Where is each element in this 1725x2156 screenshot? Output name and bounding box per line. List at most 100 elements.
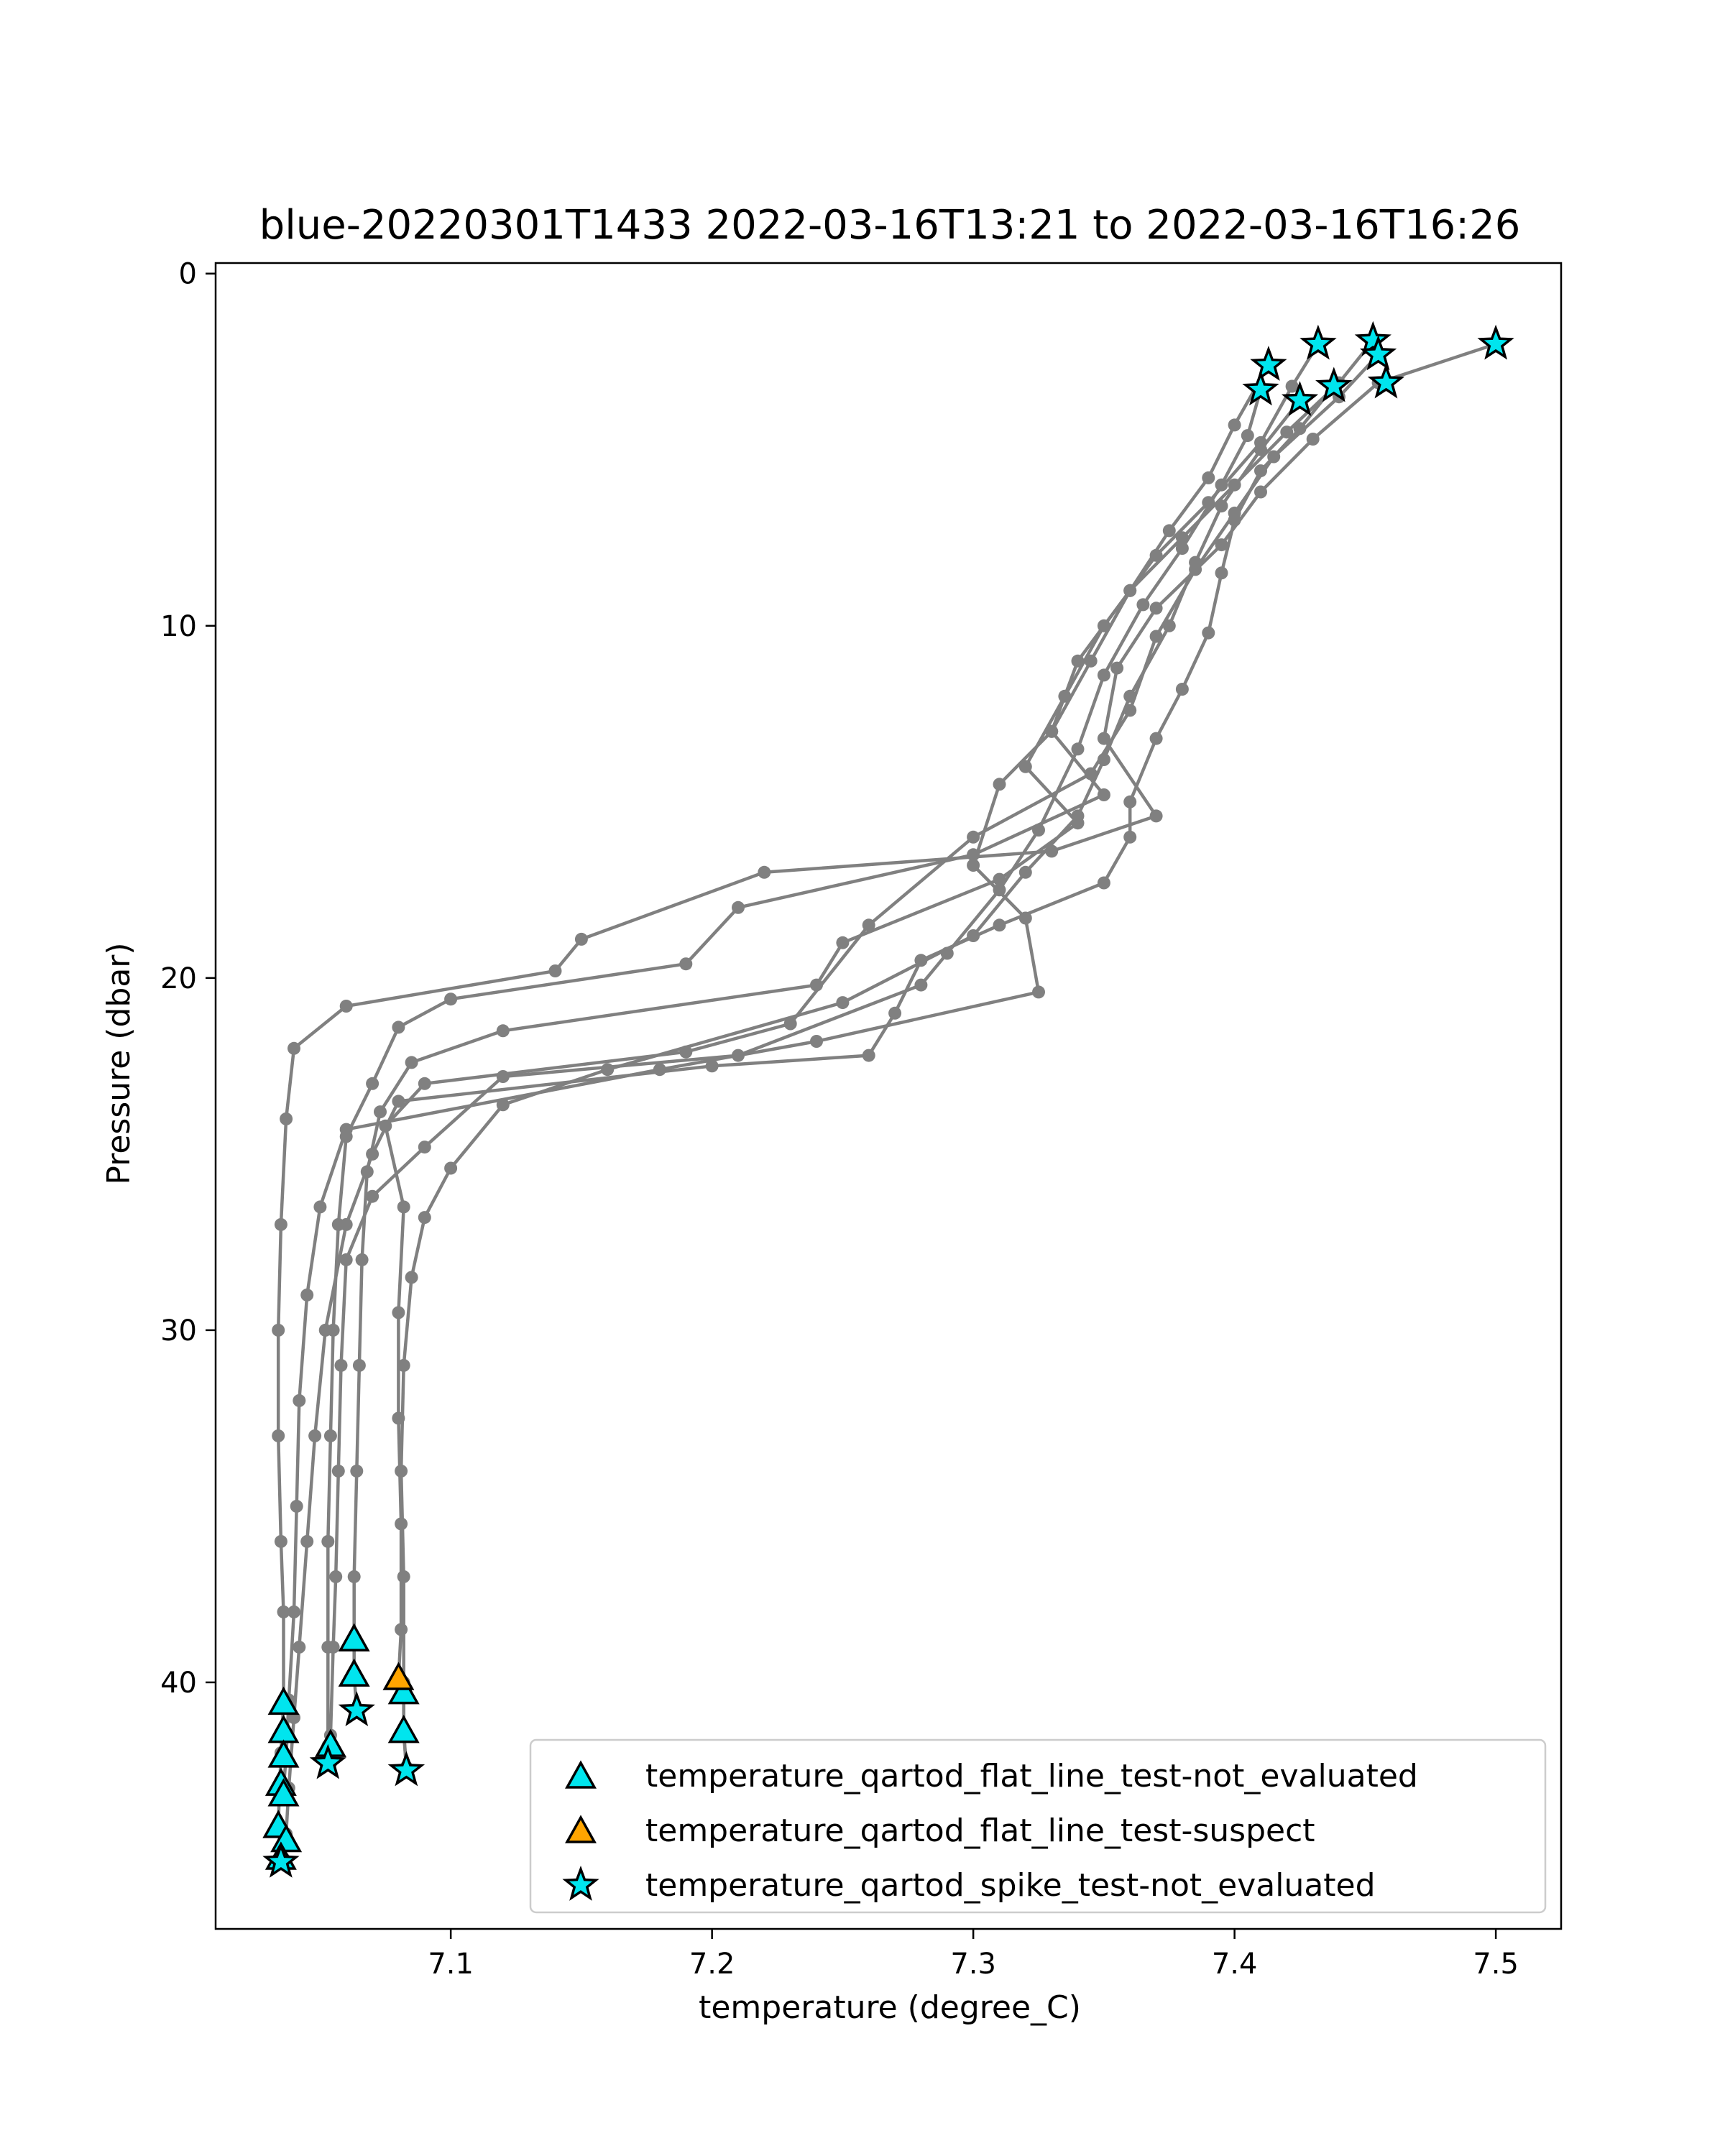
profile-point bbox=[347, 1570, 361, 1583]
profile-point bbox=[379, 1119, 392, 1133]
profile-point bbox=[1071, 742, 1085, 756]
profile-point bbox=[1280, 425, 1294, 439]
y-tick-label: 0 bbox=[179, 258, 197, 291]
legend-triangle-icon bbox=[565, 1815, 597, 1843]
x-tick-label: 7.4 bbox=[1212, 1948, 1258, 1981]
profile-point bbox=[326, 1640, 340, 1654]
legend-entry-label: temperature_qartod_flat_line_test-not_ev… bbox=[645, 1758, 1418, 1795]
flat-line-not-evaluated-marker bbox=[338, 1658, 370, 1687]
profile-point bbox=[392, 1021, 405, 1034]
profile-point bbox=[1032, 985, 1045, 999]
spike-test-star-marker bbox=[1281, 381, 1319, 416]
profile-point bbox=[331, 1464, 345, 1478]
spike-test-star-marker bbox=[338, 1691, 375, 1727]
profile-point bbox=[1097, 788, 1110, 801]
profile-point bbox=[993, 883, 1006, 897]
profile-point bbox=[1228, 418, 1241, 432]
profile-point bbox=[496, 1024, 510, 1038]
profile-point bbox=[1097, 668, 1110, 682]
profile-point bbox=[993, 918, 1006, 932]
profile-point bbox=[1215, 566, 1228, 580]
profile-point bbox=[732, 900, 745, 914]
profile-point bbox=[1018, 865, 1032, 879]
profile-point bbox=[1123, 830, 1137, 844]
profile-point bbox=[1097, 876, 1110, 890]
profile-point bbox=[1228, 478, 1241, 492]
flat-line-not-evaluated-marker bbox=[387, 1714, 420, 1743]
x-tick-label: 7.5 bbox=[1473, 1948, 1519, 1981]
profile-point bbox=[574, 932, 588, 946]
y-tick-label: 40 bbox=[160, 1667, 197, 1700]
profile-point bbox=[405, 1056, 418, 1069]
x-tick-label: 7.1 bbox=[428, 1948, 474, 1981]
spike-test-star-marker bbox=[1359, 335, 1397, 371]
profile-point bbox=[366, 1189, 380, 1203]
plot-content bbox=[262, 321, 1514, 1878]
profile-point bbox=[1254, 443, 1267, 456]
profile-point bbox=[548, 964, 562, 977]
profile-point bbox=[1018, 760, 1032, 773]
plot-frame bbox=[214, 262, 1563, 1930]
spike-test-star-marker bbox=[1367, 363, 1405, 399]
profile-point bbox=[967, 859, 980, 872]
profile-point bbox=[274, 1534, 288, 1548]
profile-point bbox=[350, 1464, 364, 1478]
profile-point bbox=[1149, 548, 1163, 562]
profile-point bbox=[366, 1147, 380, 1161]
chart-title: blue-20220301T1433 2022-03-16T13:21 to 2… bbox=[259, 202, 1521, 249]
y-axis-label: Pressure (dbar) bbox=[101, 942, 137, 1184]
profile-point bbox=[339, 1000, 353, 1013]
profile-point bbox=[444, 1161, 458, 1175]
flat-line-not-evaluated-marker bbox=[387, 1676, 420, 1705]
profile-point bbox=[732, 1049, 745, 1062]
profile-point bbox=[810, 1035, 823, 1048]
profile-point bbox=[1149, 809, 1163, 823]
profile-point bbox=[374, 1105, 387, 1119]
profile-point bbox=[405, 1271, 418, 1284]
profile-point bbox=[290, 1499, 303, 1513]
profile-point bbox=[321, 1534, 335, 1548]
profile-point bbox=[300, 1288, 314, 1302]
profile-line-7 bbox=[282, 364, 1270, 1789]
profile-point bbox=[914, 978, 928, 992]
profile-point bbox=[288, 1041, 300, 1055]
profile-point bbox=[339, 1217, 353, 1231]
profile-point bbox=[1084, 767, 1098, 780]
flat-line-suspect-marker bbox=[382, 1662, 415, 1690]
profile-point bbox=[1071, 654, 1085, 668]
profile-point bbox=[967, 848, 980, 862]
profile-point bbox=[1202, 496, 1215, 510]
profile-point bbox=[300, 1534, 314, 1548]
flat-line-not-evaluated-marker bbox=[338, 1623, 370, 1651]
profile-point bbox=[1123, 795, 1137, 808]
profile-point bbox=[496, 1070, 510, 1083]
profile-point bbox=[339, 1253, 353, 1266]
profile-point bbox=[293, 1393, 306, 1407]
spike-test-star-marker bbox=[1250, 346, 1287, 381]
spike-test-star-marker bbox=[1300, 324, 1337, 360]
profile-point bbox=[1175, 542, 1189, 555]
profile-point bbox=[1097, 732, 1110, 745]
legend-star-icon bbox=[562, 1865, 599, 1901]
profile-point bbox=[293, 1640, 306, 1654]
profile-point bbox=[1202, 471, 1215, 484]
profile-point bbox=[1045, 844, 1059, 858]
profile-point bbox=[1162, 619, 1176, 632]
profile-point bbox=[1123, 584, 1137, 597]
profile-point bbox=[1071, 809, 1085, 823]
profile-point bbox=[418, 1211, 431, 1225]
axes: 7.1 7.2 7.3 7.4 7.5 0 10 20 30 40 bbox=[160, 258, 1563, 1981]
profile-point bbox=[496, 1098, 510, 1112]
profile-point bbox=[705, 1059, 719, 1073]
y-tick-label: 10 bbox=[160, 610, 197, 643]
profile-point bbox=[277, 1605, 290, 1618]
profile-point bbox=[836, 936, 850, 949]
profile-point bbox=[914, 954, 928, 967]
profile-point bbox=[1189, 556, 1202, 569]
profile-point bbox=[444, 992, 458, 1006]
spike-test-star-marker bbox=[1354, 321, 1392, 356]
x-axis-label: temperature (degree_C) bbox=[699, 1989, 1081, 2026]
x-tick-label: 7.2 bbox=[689, 1948, 735, 1981]
profile-point bbox=[308, 1429, 322, 1442]
